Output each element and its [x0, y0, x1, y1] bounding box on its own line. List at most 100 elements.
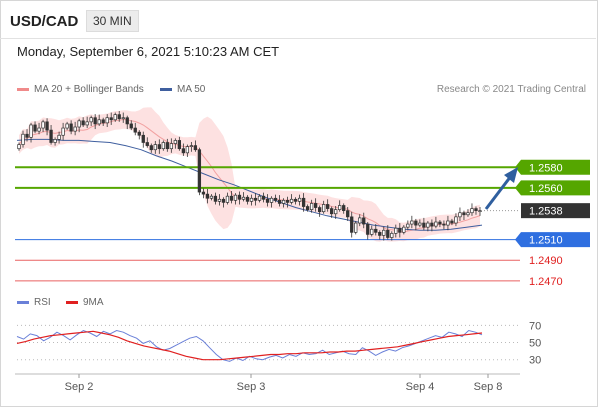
price-label-1.2560: 1.2560 [529, 183, 563, 195]
candle-body [105, 117, 109, 124]
legend-ma50: MA 50 [160, 84, 205, 95]
candle-body [301, 197, 306, 207]
legend-rsi: RSI [17, 297, 51, 308]
ma50-line [16, 138, 483, 231]
candle-body [394, 227, 398, 234]
candle-body [217, 198, 222, 202]
price-label-1.2470: 1.2470 [529, 276, 563, 288]
candle-body [410, 220, 414, 225]
candle-body [73, 126, 77, 132]
candle-body [85, 121, 89, 126]
candle-body [89, 117, 93, 123]
candle-body [257, 195, 262, 201]
candle-body [117, 114, 121, 120]
candle-body [237, 194, 242, 200]
candle-body [402, 226, 406, 233]
candle-body [57, 134, 61, 140]
candle-body [398, 227, 402, 233]
price-tag-1.2580 [515, 159, 590, 175]
legend-swatch-rsi [17, 300, 29, 304]
candle-body [269, 197, 274, 203]
candle-body [478, 210, 482, 213]
x-tick-label: Sep 8 [474, 381, 503, 393]
candle-body [25, 133, 29, 138]
price-label-1.2580: 1.2580 [529, 162, 563, 174]
legend-label-rsi: RSI [34, 297, 51, 308]
candle-body [173, 140, 177, 144]
candle-body [446, 220, 450, 226]
rsi-level-label-50: 50 [529, 338, 541, 350]
price-tag-1.2560 [515, 180, 590, 196]
candle-body [313, 203, 318, 208]
candle-body [121, 117, 125, 120]
x-tick-label: Sep 3 [237, 381, 266, 393]
candle-body [49, 129, 53, 143]
legend-swatch-ma20 [17, 87, 29, 91]
candle-body [318, 207, 322, 213]
candle-body [434, 221, 438, 227]
candle-body [450, 220, 454, 224]
forecast-arrow-head [504, 167, 518, 183]
candle-body [382, 229, 386, 236]
forecast-arrow-shaft [484, 175, 513, 210]
candle-body [61, 127, 65, 136]
candle-body [362, 217, 366, 225]
candle-body [45, 121, 49, 131]
candle-body [69, 123, 73, 132]
candle-body [189, 145, 194, 147]
candle-body [53, 139, 57, 143]
candle-body [386, 229, 390, 238]
legend-swatch-9ma [66, 300, 78, 304]
candle-body [153, 144, 157, 151]
candle-body [65, 123, 69, 129]
candle-body [390, 233, 394, 238]
candle-body [93, 117, 97, 125]
candle-body [249, 197, 254, 202]
candle-body [326, 204, 330, 209]
candle-body [346, 210, 350, 218]
candle-body [442, 223, 446, 226]
copyright-text: Research © 2021 Trading Central [436, 84, 586, 95]
symbol-title: USD/CAD [10, 13, 79, 30]
candle-body [101, 119, 105, 124]
candle-body [185, 146, 190, 154]
bollinger-band [19, 107, 480, 242]
rsi-ma-line [16, 330, 483, 361]
candle-body [378, 231, 382, 236]
candle-body [406, 223, 410, 228]
candle-body [438, 221, 442, 225]
candle-body [342, 205, 346, 212]
candle-body [21, 133, 25, 145]
candle-body [161, 142, 165, 150]
candle-body [462, 212, 466, 216]
candle-body [245, 196, 250, 202]
candle-body [289, 198, 294, 203]
candle-body [285, 199, 290, 203]
candle-body [370, 228, 374, 235]
candle-body [177, 140, 181, 150]
legend-swatch-ma50 [160, 87, 172, 91]
legend-label-ma50: MA 50 [177, 84, 206, 95]
candle-body [197, 149, 202, 193]
candle-body [430, 222, 434, 227]
candle-body [350, 216, 354, 233]
rsi-level-label-70: 70 [529, 320, 541, 332]
candle-body [205, 193, 210, 199]
candle-body [133, 127, 137, 133]
candle-body [422, 222, 426, 228]
candle-body [281, 199, 286, 204]
timeframe-badge[interactable]: 30 MIN [86, 10, 139, 32]
candle-body [297, 197, 302, 202]
candle-body [273, 197, 278, 201]
legend-label-ma20: MA 20 + Bollinger Bands [34, 84, 144, 95]
candle-body [466, 212, 470, 216]
price-label-1.2490: 1.2490 [529, 255, 563, 267]
candle-body [261, 195, 266, 200]
candle-body [241, 196, 246, 200]
candle-body [109, 117, 113, 121]
candle-body [470, 208, 474, 214]
candle-body [29, 124, 33, 138]
candle-body [414, 220, 418, 226]
candle-body [77, 120, 81, 128]
